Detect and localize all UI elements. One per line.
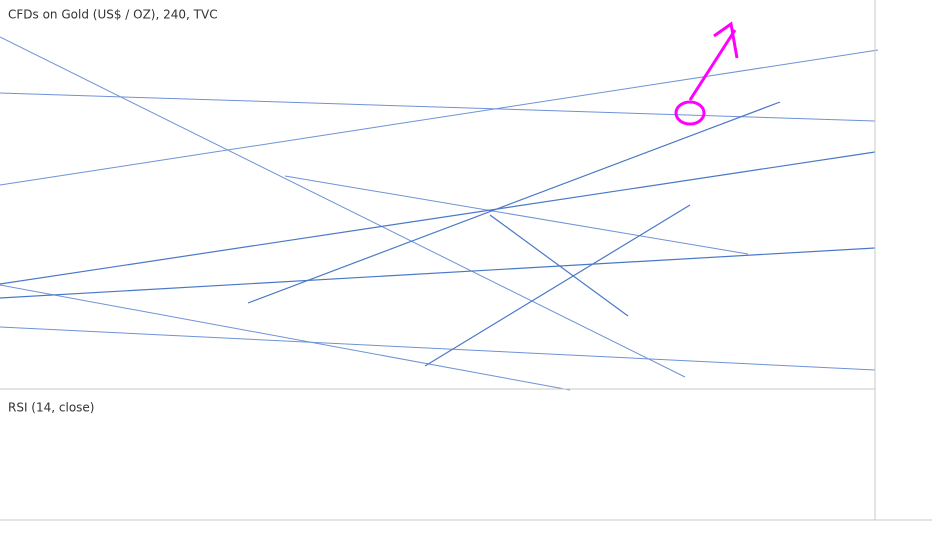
circle-annotation bbox=[674, 100, 706, 126]
trend-line bbox=[0, 284, 571, 391]
rsi-label: RSI (14, close) bbox=[8, 401, 94, 415]
trend-line bbox=[0, 326, 876, 371]
arrow-annotation bbox=[688, 21, 739, 101]
trend-line bbox=[247, 101, 781, 304]
trend-line bbox=[284, 175, 749, 255]
annotation bbox=[674, 21, 739, 126]
trend-line bbox=[0, 92, 876, 122]
trend-line bbox=[424, 204, 691, 367]
trend-line bbox=[489, 214, 629, 317]
chart-title: CFDs on Gold (US$ / OZ), 240, TVC bbox=[8, 8, 218, 22]
trend-line bbox=[0, 151, 876, 285]
trend-line bbox=[0, 247, 876, 299]
trend-line bbox=[0, 36, 686, 378]
trend-lines bbox=[0, 36, 879, 391]
trend-line bbox=[0, 49, 879, 186]
